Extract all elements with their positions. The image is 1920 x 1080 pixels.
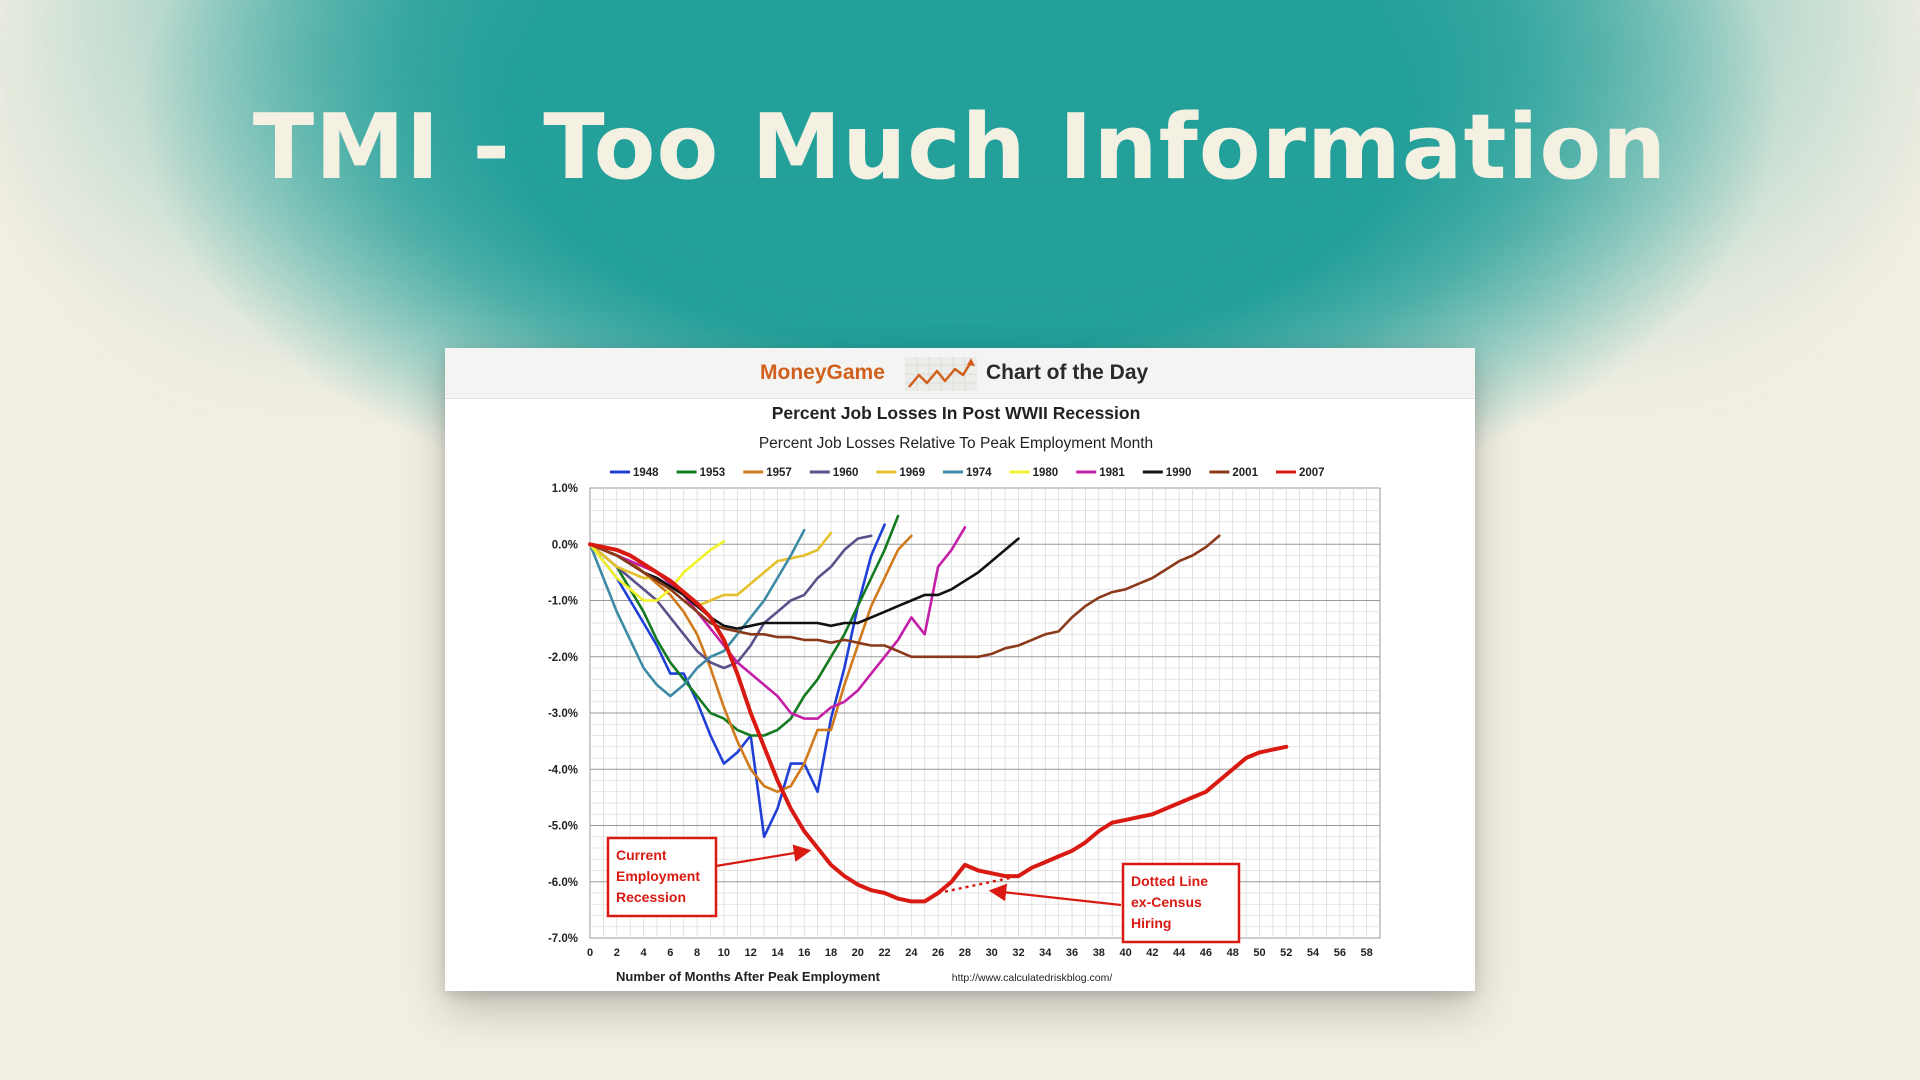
chart-of-the-day-label: Chart of the Day bbox=[986, 361, 1149, 384]
x-tick-label: 28 bbox=[959, 947, 971, 959]
x-tick-label: 50 bbox=[1253, 947, 1265, 959]
x-tick-label: 42 bbox=[1146, 947, 1158, 959]
annotation-box-dotted bbox=[1121, 862, 1241, 944]
x-tick-label: 22 bbox=[878, 947, 890, 959]
series-line-1960 bbox=[588, 534, 873, 670]
annotation-text-dotted: ex-Census bbox=[1131, 894, 1202, 910]
x-tick-label: 12 bbox=[745, 947, 757, 959]
x-tick-label: 44 bbox=[1173, 947, 1186, 959]
series-line-1990 bbox=[588, 537, 1020, 630]
chart-title: Percent Job Losses In Post WWII Recessio… bbox=[772, 403, 1141, 423]
x-tick-label: 2 bbox=[614, 947, 620, 959]
annotation-arrow-dotted bbox=[988, 883, 1122, 907]
job-losses-chart: Percent Job Losses In Post WWII Recessio… bbox=[548, 403, 1381, 984]
series-line-1953 bbox=[588, 514, 900, 737]
chart-series bbox=[588, 514, 1289, 904]
x-tick-label: 14 bbox=[771, 947, 784, 959]
card-header: MoneyGame Chart of the Day bbox=[445, 348, 1475, 399]
series-line-1980 bbox=[588, 540, 726, 602]
y-tick-label: -7.0% bbox=[548, 933, 578, 945]
series-line-1969 bbox=[588, 531, 833, 608]
series-line-1948 bbox=[588, 523, 886, 839]
series-line-2001 bbox=[588, 534, 1221, 659]
legend-label-1980: 1980 bbox=[1033, 467, 1059, 479]
y-tick-label: 0.0% bbox=[552, 539, 578, 551]
x-tick-label: 54 bbox=[1307, 947, 1320, 959]
x-tick-label: 0 bbox=[587, 947, 593, 959]
chart-card: MoneyGame Chart of the Day Percent Job L… bbox=[445, 348, 1475, 991]
brand-name: MoneyGame bbox=[760, 361, 885, 384]
x-tick-label: 16 bbox=[798, 947, 810, 959]
series-line-2007 bbox=[588, 542, 1289, 904]
x-tick-label: 32 bbox=[1012, 947, 1024, 959]
annotation-text-dotted: Hiring bbox=[1131, 915, 1171, 931]
x-tick-label: 26 bbox=[932, 947, 944, 959]
x-tick-label: 56 bbox=[1334, 947, 1346, 959]
y-tick-label: -6.0% bbox=[548, 877, 578, 889]
legend-label-1990: 1990 bbox=[1166, 467, 1192, 479]
x-tick-label: 30 bbox=[986, 947, 998, 959]
slide-title: TMI - Too Much Information bbox=[252, 95, 1668, 200]
annotation-box-current bbox=[606, 836, 718, 918]
legend-label-1969: 1969 bbox=[899, 467, 925, 479]
x-tick-label: 40 bbox=[1119, 947, 1131, 959]
legend-label-2001: 2001 bbox=[1232, 467, 1258, 479]
annotation-text-dotted: Dotted Line bbox=[1131, 873, 1208, 889]
series-line-1974 bbox=[588, 528, 806, 698]
y-axis-ticks: 1.0% 0.0% -1.0% -2.0% -3.0% -4.0% -5.0% -6.0% -7… bbox=[548, 483, 578, 945]
x-tick-label: 48 bbox=[1227, 947, 1239, 959]
legend-label-1953: 1953 bbox=[700, 467, 726, 479]
x-tick-label: 8 bbox=[694, 947, 700, 959]
legend-label-1957: 1957 bbox=[766, 467, 792, 479]
x-tick-label: 4 bbox=[640, 947, 647, 959]
y-tick-label: 1.0% bbox=[552, 483, 578, 495]
x-tick-label: 18 bbox=[825, 947, 837, 959]
legend-label-1981: 1981 bbox=[1099, 467, 1125, 479]
legend-label-1948: 1948 bbox=[633, 467, 659, 479]
chart-legend: 1948 1953 1957 1960 1969 1974 1980 1981 1990 2001… bbox=[610, 467, 1325, 479]
x-tick-label: 6 bbox=[667, 947, 673, 959]
y-tick-label: -4.0% bbox=[548, 764, 578, 776]
x-axis-label: Number of Months After Peak Employment bbox=[616, 969, 881, 984]
x-tick-label: 24 bbox=[905, 947, 918, 959]
trend-arrow-icon bbox=[905, 357, 977, 391]
annotation-text-current: Recession bbox=[616, 889, 686, 905]
y-tick-label: -1.0% bbox=[548, 596, 578, 608]
y-tick-label: -2.0% bbox=[548, 652, 578, 664]
x-tick-label: 58 bbox=[1360, 947, 1372, 959]
x-tick-label: 10 bbox=[718, 947, 730, 959]
legend-label-2007: 2007 bbox=[1299, 467, 1325, 479]
x-axis-ticks: 0 2 4 6 8 10 12 14 16 18 20 22 24 26 28 30 32 34 36 38 40 42 4… bbox=[587, 947, 1373, 959]
source-url: http://www.calculatedriskblog.com/ bbox=[952, 972, 1113, 984]
y-tick-label: -5.0% bbox=[548, 821, 578, 833]
legend-label-1960: 1960 bbox=[833, 467, 859, 479]
y-tick-label: -3.0% bbox=[548, 708, 578, 720]
x-tick-label: 38 bbox=[1093, 947, 1105, 959]
annotation-arrow-current bbox=[715, 844, 812, 868]
x-tick-label: 34 bbox=[1039, 947, 1052, 959]
chart-annotations: Current Employment Recession Dotted Line ex-… bbox=[606, 836, 1241, 944]
x-tick-label: 46 bbox=[1200, 947, 1212, 959]
legend-label-1974: 1974 bbox=[966, 467, 992, 479]
annotation-text-current: Current bbox=[616, 847, 667, 863]
chart-subtitle: Percent Job Losses Relative To Peak Empl… bbox=[759, 435, 1153, 452]
x-tick-label: 52 bbox=[1280, 947, 1292, 959]
x-tick-label: 20 bbox=[852, 947, 864, 959]
x-tick-label: 36 bbox=[1066, 947, 1078, 959]
annotation-text-current: Employment bbox=[616, 868, 700, 884]
